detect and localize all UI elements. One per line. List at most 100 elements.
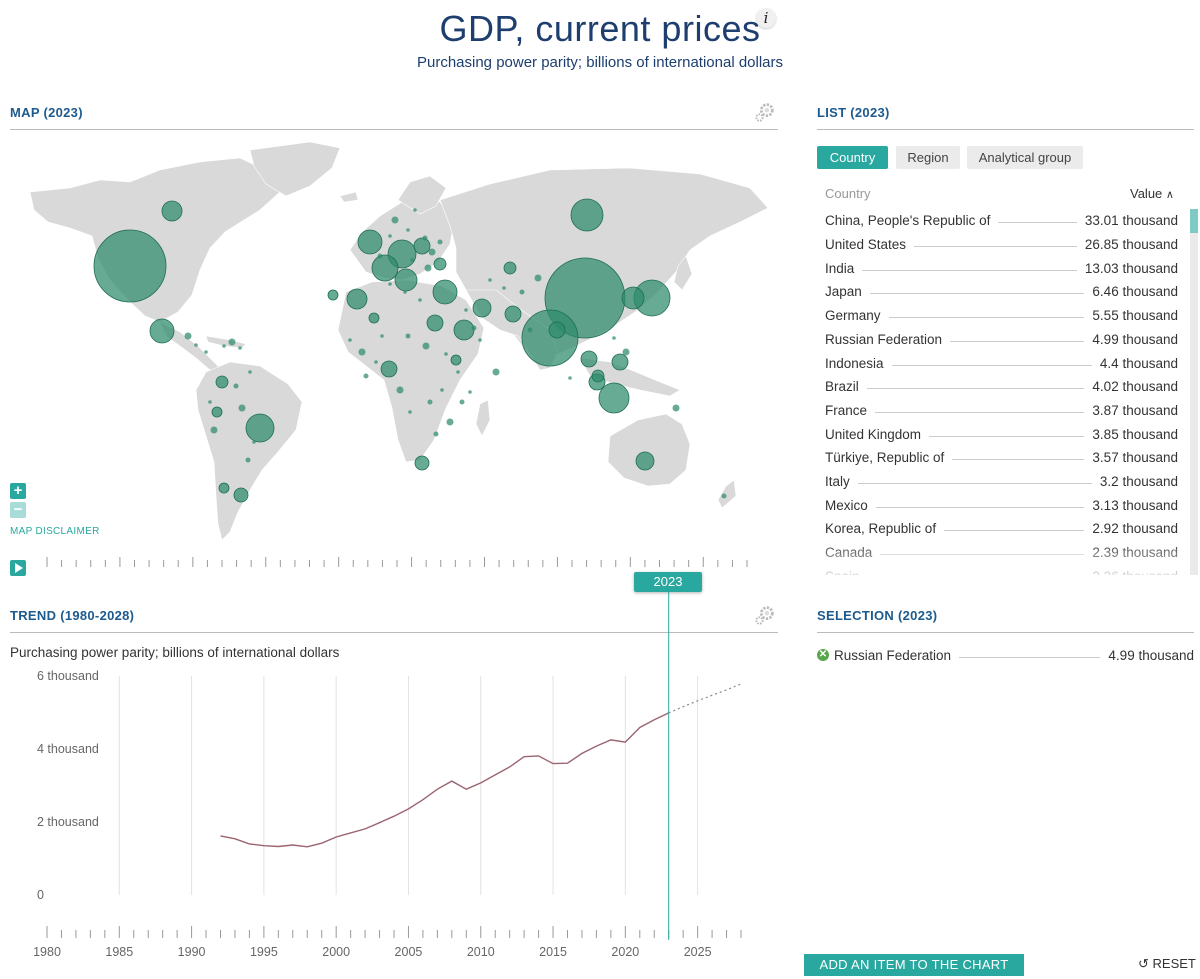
list-row[interactable]: United States 26.85 thousand [825, 233, 1178, 257]
reset-icon: ↺ [1138, 956, 1149, 971]
list-row-country: Canada [825, 545, 873, 561]
remove-selection-x-icon[interactable]: ✕ [817, 649, 829, 661]
bubble-peru [211, 406, 223, 418]
list-row-leader [869, 293, 1085, 295]
bubble-small [427, 399, 433, 405]
bubble-small [622, 348, 630, 356]
list-row-country: United Kingdom [825, 426, 922, 442]
list-row[interactable]: Mexico 3.13 thousand [825, 493, 1178, 517]
bubble-small [233, 383, 239, 389]
country-list[interactable]: China, People's Republic of 33.01 thousan… [825, 209, 1178, 575]
bubble-small [428, 248, 436, 256]
list-row[interactable]: Indonesia 4.4 thousand [825, 351, 1178, 375]
trend-x-tick-label: 1985 [105, 945, 133, 959]
bubble-small [433, 431, 439, 437]
list-row[interactable]: Germany 5.55 thousand [825, 304, 1178, 328]
bubble-small [222, 344, 226, 348]
trend-caption: Purchasing power parity; billions of int… [10, 645, 340, 660]
list-row-country: Germany [825, 308, 881, 324]
info-icon[interactable]: i [756, 8, 776, 28]
list-row[interactable]: United Kingdom 3.85 thousand [825, 422, 1178, 446]
list-row[interactable]: France 3.87 thousand [825, 399, 1178, 423]
page-subtitle: Purchasing power parity; billions of int… [416, 54, 784, 71]
map-bubbles [93, 198, 671, 503]
trend-x-tick-label: 2015 [539, 945, 567, 959]
bubble-chile [218, 482, 230, 494]
list-row-value: 13.03 thousand [1084, 260, 1178, 276]
south-america-shape [195, 361, 303, 541]
page-title: GDP, current prices [439, 8, 761, 49]
bubble-egypt [426, 314, 444, 332]
list-row[interactable]: Russian Federation 4.99 thousand [825, 328, 1178, 352]
bubble-small [363, 373, 369, 379]
bubble-brazil [245, 413, 275, 443]
bubble-small [568, 376, 572, 380]
selection-section-divider [817, 632, 1194, 633]
list-row-value: 2.36 thousand [1084, 569, 1178, 575]
bubble-small [502, 286, 506, 290]
bubble-spain [346, 288, 368, 310]
bubble-small [459, 399, 465, 405]
list-row-value: 3.57 thousand [1092, 450, 1178, 466]
list-row-country: Mexico [825, 497, 868, 513]
zoom-out-button[interactable]: − [10, 502, 26, 518]
list-row[interactable]: Spain 2.36 thousand [825, 565, 1178, 575]
bubble-small [424, 264, 432, 272]
reset-button[interactable]: ↺ RESET [1138, 956, 1196, 972]
list-row[interactable]: India 13.03 thousand [825, 256, 1178, 280]
selection-item: ✕ Russian Federation 4.99 thousand [817, 646, 1194, 664]
bubble-small [194, 343, 198, 347]
bubble-small [391, 216, 399, 224]
year-timeline-slider[interactable] [40, 556, 750, 570]
trend-x-tick-label: 2010 [467, 945, 495, 959]
list-row[interactable]: Türkiye, Republic of 3.57 thousand [825, 446, 1178, 470]
list-row-leader [950, 340, 1085, 342]
trend-series-line [220, 712, 670, 848]
zoom-in-button[interactable]: + [10, 483, 26, 499]
list-column-value-label: Value [1130, 186, 1163, 201]
bubble-vietnam [580, 350, 598, 368]
trend-settings-gear-icon[interactable] [754, 604, 776, 626]
map-landmass [29, 141, 769, 541]
map-small-bubbles [184, 208, 727, 499]
list-row[interactable]: Italy 3.2 thousand [825, 470, 1178, 494]
list-row-value: 2.39 thousand [1092, 545, 1178, 561]
list-column-value[interactable]: Value ∧ [1130, 186, 1174, 201]
list-scrollbar[interactable] [1190, 209, 1198, 575]
list-row-leader [944, 530, 1085, 532]
tab-region[interactable]: Region [896, 146, 960, 169]
trend-x-tick-label: 2000 [322, 945, 350, 959]
map-section-title: MAP (2023) [10, 105, 83, 120]
world-map[interactable] [10, 140, 778, 550]
list-row-country: India [825, 260, 855, 276]
add-item-to-chart-button[interactable]: ADD AN ITEM TO THE CHART [804, 954, 1024, 976]
list-scrollbar-thumb[interactable] [1190, 209, 1198, 233]
list-row[interactable]: China, People's Republic of 33.01 thousan… [825, 209, 1178, 233]
bubble-nigeria [380, 360, 398, 378]
list-row[interactable]: Japan 6.46 thousand [825, 280, 1178, 304]
trend-line-chart[interactable]: 0 2 thousand 4 thousand 6 thousand 1980 1985 1… [0, 590, 780, 979]
map-settings-gear-icon[interactable] [754, 101, 776, 123]
list-row-country: Japan [825, 284, 862, 300]
list-row-country: United States [825, 237, 907, 253]
list-row[interactable]: Korea, Republic of 2.92 thousand [825, 517, 1178, 541]
bubble-philippines [611, 353, 629, 371]
bubble-small [721, 493, 727, 499]
list-row-leader [891, 364, 1092, 366]
map-disclaimer-link[interactable]: MAP DISCLAIMER [10, 526, 100, 537]
tab-analytical-group[interactable]: Analytical group [967, 146, 1083, 169]
selected-year-badge[interactable]: 2023 [634, 572, 702, 592]
bubble-small [208, 400, 212, 404]
sort-ascending-chevron-icon: ∧ [1165, 189, 1174, 201]
tab-country[interactable]: Country [817, 146, 888, 169]
bubble-small [238, 404, 246, 412]
trend-projection-line [668, 683, 742, 714]
list-row-country: France [825, 402, 868, 418]
list-column-country[interactable]: Country [825, 186, 871, 201]
list-row[interactable]: Canada 2.39 thousand [825, 541, 1178, 565]
bubble-small [527, 327, 533, 333]
list-row[interactable]: Brazil 4.02 thousand [825, 375, 1178, 399]
play-button[interactable] [10, 560, 26, 576]
list-row-value: 3.87 thousand [1092, 402, 1178, 418]
bubble-small [405, 333, 411, 339]
